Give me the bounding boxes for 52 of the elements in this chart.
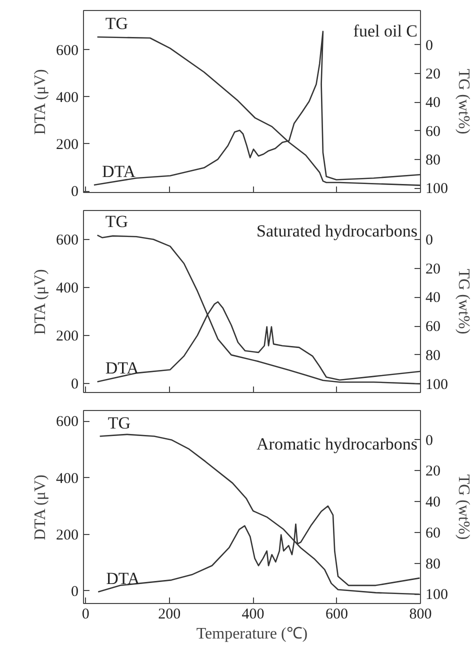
y2-tick-label: 60 — [426, 319, 440, 336]
series-label: DTA — [102, 162, 136, 181]
x-tick-label: 0 — [82, 606, 90, 622]
series-label: DTA — [106, 568, 140, 588]
y-axis-title: DTA (μV) — [32, 269, 49, 335]
y2-tick-label: 40 — [426, 95, 440, 112]
x-tick-label: 800 — [409, 606, 432, 622]
y2-tick-label: 0 — [426, 432, 433, 449]
y-tick-label: 0 — [71, 184, 78, 200]
y-axis-title: DTA (μV) — [32, 69, 49, 135]
x-tick-label: 400 — [242, 606, 264, 622]
y-axis-title: DTA (μV) — [32, 474, 49, 540]
y-tick-label: 400 — [56, 90, 78, 106]
y2-tick-label: 20 — [426, 66, 440, 83]
y2-tick-label: 80 — [426, 556, 440, 572]
text: Saturated hydrocarbons — [256, 222, 418, 240]
text: fuel oil C — [353, 22, 418, 40]
y-tick-label: 400 — [56, 280, 78, 296]
x-tick-label: 600 — [326, 606, 348, 622]
series-label: TG — [105, 212, 128, 232]
y2-tick-label: 60 — [426, 525, 440, 542]
y2-tick-label: 60 — [426, 124, 440, 140]
x-tick-label: 200 — [158, 606, 181, 622]
y2-tick-label: 80 — [426, 152, 440, 169]
y2-tick-label: 40 — [426, 494, 440, 511]
y2-tick-label: 80 — [426, 348, 440, 364]
y2-tick-label: 100 — [426, 181, 448, 198]
y-tick-label: 200 — [56, 137, 78, 153]
y-tick-label: 0 — [71, 584, 78, 600]
y2-axis-title: TG (wt%) — [455, 474, 472, 540]
series-label: TG — [105, 14, 128, 34]
y-tick-label: 0 — [71, 376, 78, 392]
x-axis-title: Temperature (℃) — [196, 626, 308, 642]
y2-tick-label: 100 — [426, 587, 448, 604]
y2-tick-label: 0 — [426, 38, 433, 54]
series-label: TG — [108, 413, 130, 432]
y-tick-label: 400 — [56, 470, 78, 487]
text: Aromatic hydrocarbons — [256, 434, 418, 454]
y-tick-label: 600 — [56, 414, 78, 430]
y2-tick-label: 0 — [426, 232, 433, 248]
series-label: DTA — [105, 358, 140, 378]
y2-axis-title: TG (wt%) — [455, 268, 472, 334]
y2-tick-label: 20 — [426, 261, 440, 278]
y-tick-label: 600 — [56, 232, 78, 249]
y2-tick-label: 40 — [426, 290, 440, 306]
y2-tick-label: 20 — [426, 464, 440, 480]
y2-tick-label: 100 — [426, 376, 448, 393]
y-tick-label: 200 — [56, 527, 78, 544]
y-tick-label: 600 — [56, 42, 78, 59]
y2-axis-title: TG (wt%) — [455, 68, 472, 134]
y-tick-label: 200 — [56, 328, 78, 344]
line-series — [99, 434, 420, 595]
